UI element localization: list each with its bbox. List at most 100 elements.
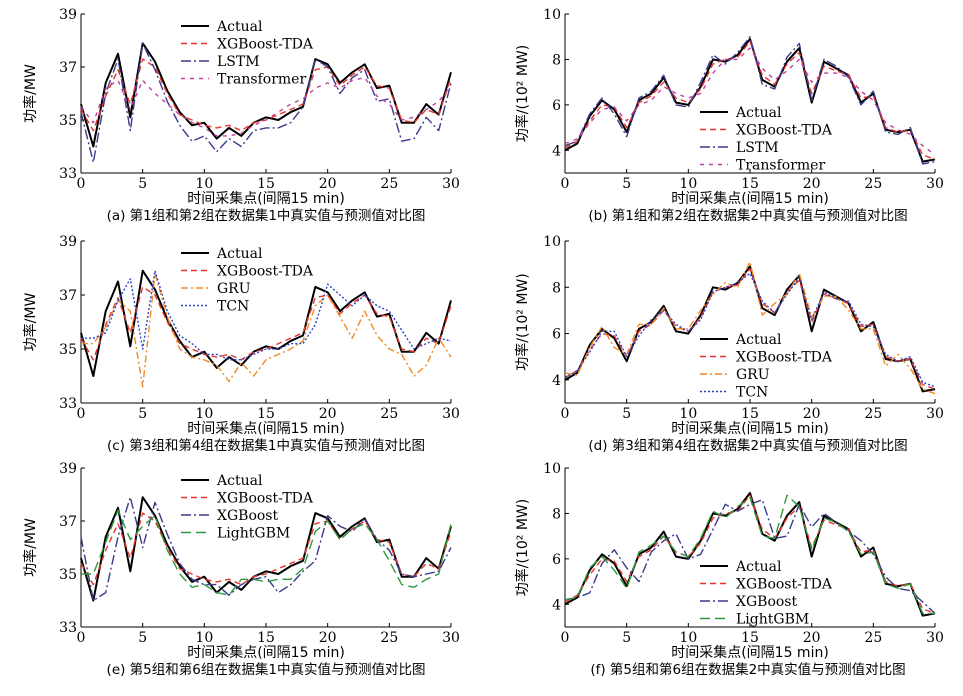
- legend-label: XGBoost-TDA: [736, 123, 833, 139]
- panel-caption: (b) 第1组和第2组在数据集2中真实值与预测值对比图: [588, 207, 907, 224]
- panel-caption: (e) 第5组和第6组在数据集1中真实值与预测值对比图: [107, 661, 426, 678]
- legend-label: XGBoost: [736, 594, 797, 610]
- y-tick-label: 35: [59, 113, 77, 129]
- chart-panel-e: 0 5 10 15 20 25 30 33 35 37 39 Actual XGBoost-TDAXGB…: [22, 461, 460, 678]
- y-tick-label: 35: [59, 342, 77, 358]
- legend-label: XGBoost-TDA: [217, 37, 314, 53]
- y-axis-title: 功率/MW: [22, 64, 39, 123]
- x-tick-label: 5: [138, 406, 147, 422]
- y-tick-label: 10: [543, 7, 561, 23]
- y-tick-label: 39: [59, 7, 77, 23]
- x-axis-title: 时间采集点(间隔15 min): [187, 644, 345, 661]
- x-tick-label: 25: [864, 406, 882, 422]
- series-line-lstm: [80, 42, 452, 164]
- x-tick-label: 0: [77, 176, 86, 192]
- legend-label: GRU: [217, 281, 251, 297]
- legend-label: TCN: [217, 299, 249, 315]
- y-axis-title: 功率/MW: [22, 293, 39, 352]
- y-tick-label: 39: [59, 234, 77, 250]
- x-tick-label: 30: [442, 176, 460, 192]
- y-tick-label: 8: [552, 52, 561, 68]
- legend-label: XGBoost-TDA: [217, 491, 314, 507]
- x-tick-label: 20: [319, 176, 337, 192]
- x-tick-label: 30: [926, 630, 944, 646]
- series-line-xgboost-tda: [80, 512, 452, 586]
- x-tick-label: 0: [561, 630, 570, 646]
- panel-caption: (d) 第3组和第4组在数据集2中真实值与预测值对比图: [588, 437, 907, 454]
- x-axis-title: 时间采集点(间隔15 min): [671, 190, 829, 207]
- legend-label: XGBoost-TDA: [217, 264, 314, 280]
- series-line-transformer: [564, 47, 936, 156]
- x-tick-label: 30: [442, 406, 460, 422]
- y-axis-title: 功率/(10² MW): [514, 45, 531, 142]
- y-tick-label: 4: [552, 143, 561, 159]
- series-line-xgboost-tda: [564, 494, 936, 615]
- series-line-xgboost: [564, 499, 936, 614]
- x-tick-label: 15: [257, 176, 275, 192]
- legend-label: Actual: [735, 559, 782, 575]
- y-tick-label: 33: [59, 620, 77, 636]
- y-tick-label: 6: [552, 552, 561, 568]
- x-tick-label: 0: [77, 630, 86, 646]
- x-tick-label: 30: [442, 630, 460, 646]
- x-axis-title: 时间采集点(间隔15 min): [187, 190, 345, 207]
- series-line-actual: [80, 496, 452, 602]
- panel-caption: (f) 第5组和第6组在数据集2中真实值与预测值对比图: [590, 661, 905, 678]
- series-line-actual: [564, 492, 936, 617]
- x-tick-label: 25: [380, 406, 398, 422]
- chart-panel-c: 0 5 10 15 20 25 30 33 35 37 39 Actual XGBoost-TDAGRU…: [22, 234, 460, 454]
- series-line-lightgbm: [564, 494, 935, 615]
- legend-label: Actual: [216, 246, 263, 262]
- x-tick-label: 5: [622, 176, 631, 192]
- panel-caption: (a) 第1组和第2组在数据集1中真实值与预测值对比图: [107, 207, 426, 224]
- x-tick-label: 25: [864, 176, 882, 192]
- x-tick-label: 25: [380, 176, 398, 192]
- y-tick-label: 10: [543, 461, 561, 477]
- series-line-actual: [564, 265, 936, 393]
- x-tick-label: 20: [319, 406, 337, 422]
- x-tick-label: 20: [803, 406, 821, 422]
- y-axis-title: 功率/MW: [22, 518, 39, 577]
- legend-label: XGBoost: [217, 508, 278, 524]
- y-tick-label: 37: [59, 288, 77, 304]
- x-tick-label: 10: [195, 406, 213, 422]
- chart-panel-a: 0 5 10 15 20 25 30 33 35 37 39 Actual XGBoost-TDALST…: [22, 7, 460, 224]
- x-tick-label: 10: [679, 630, 697, 646]
- legend-label: XGBoost-TDA: [736, 350, 833, 366]
- legend-label: XGBoost-TDA: [736, 577, 833, 593]
- y-tick-label: 37: [59, 60, 77, 76]
- series-line-lstm: [564, 36, 936, 165]
- x-tick-label: 10: [679, 176, 697, 192]
- y-tick-label: 6: [552, 327, 561, 343]
- legend-label: LightGBM: [736, 612, 809, 628]
- legend-label: TCN: [736, 385, 768, 401]
- y-tick-label: 8: [552, 280, 561, 296]
- x-tick-label: 20: [319, 630, 337, 646]
- legend-label: Actual: [735, 105, 782, 121]
- x-tick-label: 25: [864, 630, 882, 646]
- panel-caption: (c) 第3组和第4组在数据集1中真实值与预测值对比图: [107, 437, 425, 454]
- x-tick-label: 30: [926, 406, 944, 422]
- y-tick-label: 35: [59, 567, 77, 583]
- x-axis-title: 时间采集点(间隔15 min): [187, 420, 345, 437]
- series-line-xgboost-tda: [564, 40, 936, 161]
- legend-label: Transformer: [736, 158, 825, 174]
- legend-label: Transformer: [217, 72, 306, 88]
- y-axis-title: 功率/(10² MW): [514, 499, 531, 596]
- series-line-tcn: [81, 270, 452, 361]
- legend-label: LightGBM: [217, 526, 290, 542]
- legend-label: Actual: [216, 473, 263, 489]
- legend-label: Actual: [216, 19, 263, 35]
- x-axis-title: 时间采集点(间隔15 min): [671, 644, 829, 661]
- legend-label: LSTM: [217, 54, 260, 70]
- x-tick-label: 5: [622, 406, 631, 422]
- legend-label: LSTM: [736, 140, 779, 156]
- x-tick-label: 10: [195, 176, 213, 192]
- series-line-gru: [564, 261, 936, 395]
- series-line-gru: [81, 272, 452, 388]
- x-tick-label: 10: [679, 406, 697, 422]
- series-line-xgboost: [80, 496, 452, 602]
- y-tick-label: 4: [552, 597, 561, 613]
